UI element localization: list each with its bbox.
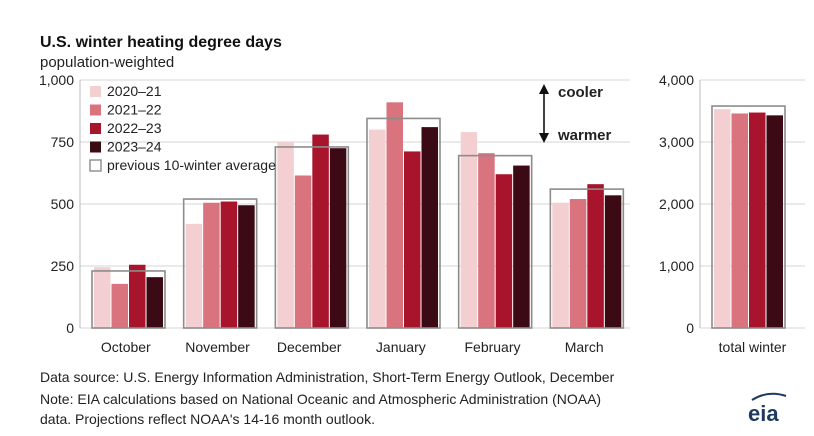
x-category-label: March	[565, 339, 604, 355]
legend-label-0: 2020–21	[107, 83, 162, 99]
legend-swatch-average	[89, 159, 102, 172]
bar-october-3	[146, 277, 163, 328]
bar-october-0	[94, 267, 111, 328]
bar-january-2	[404, 151, 421, 328]
average-box-total-winter	[711, 105, 786, 329]
bar-january-0	[369, 129, 386, 328]
legend-swatch-3	[90, 141, 101, 153]
left-bars	[91, 102, 625, 329]
x-category-label: November	[185, 339, 250, 355]
bar-march-0	[552, 202, 569, 328]
source-text: Data source: U.S. Energy Information Adm…	[40, 369, 615, 385]
bar-total-winter-2	[749, 112, 766, 328]
x-category-label: total winter	[719, 339, 787, 355]
left-y-ticks: 0 250 500 750 1,000	[39, 72, 74, 336]
right-y-ticks: 0 1,000 2,000 3,000 4,000	[659, 72, 694, 336]
bar-december-0	[277, 142, 294, 328]
y-tick-label: 250	[51, 258, 75, 274]
bar-january-1	[386, 102, 403, 328]
cooler-warmer-arrow	[539, 84, 549, 143]
bar-october-1	[111, 283, 128, 328]
x-category-label: December	[277, 339, 342, 355]
bar-november-2	[220, 201, 238, 328]
eia-logo: eia	[748, 392, 787, 426]
legend-swatch-2	[90, 123, 101, 134]
bar-october-2	[129, 264, 146, 328]
legend-label-1: 2021–22	[107, 102, 162, 118]
bar-february-2	[495, 174, 513, 328]
bar-november-3	[238, 205, 255, 328]
average-box-january	[366, 117, 441, 329]
x-category-label: October	[101, 339, 151, 355]
annotation-cooler: cooler	[558, 84, 603, 101]
legend-label-2: 2022–23	[107, 120, 162, 136]
chart-subtitle: population-weighted	[40, 54, 174, 71]
legend-swatch-1	[90, 104, 101, 116]
right-bars	[711, 105, 786, 329]
bar-march-1	[569, 199, 587, 328]
y-tick-label: 0	[66, 320, 74, 336]
bar-november-0	[185, 223, 203, 328]
bar-total-winter-0	[714, 109, 731, 328]
y-tick-label: 500	[51, 196, 75, 212]
y-tick-label: 2,000	[659, 196, 694, 212]
note-line-1: Note: EIA calculations based on National…	[40, 391, 601, 407]
bar-total-winter-1	[731, 113, 748, 328]
annotation-warmer: warmer	[557, 127, 612, 144]
average-box-february	[457, 154, 533, 329]
chart-title: U.S. winter heating degree days	[40, 34, 282, 51]
legend-label-3: 2023–24	[107, 139, 162, 155]
average-box-november	[182, 198, 258, 329]
bar-february-0	[460, 132, 478, 328]
y-tick-label: 1,000	[659, 258, 694, 274]
y-tick-label: 4,000	[659, 72, 694, 88]
left-gridlines	[79, 79, 630, 329]
legend: 2020–21 2021–22 2022–23 2023–24 previous 10-…	[89, 83, 276, 173]
average-box-october	[91, 270, 166, 329]
legend-label-average: previous 10-winter average	[107, 157, 276, 173]
bar-november-1	[203, 202, 220, 328]
left-x-labels: October November December January February Ma…	[101, 339, 604, 355]
bar-march-3	[604, 195, 622, 328]
y-tick-label: 0	[686, 320, 694, 336]
bar-february-1	[478, 153, 495, 328]
bar-january-3	[421, 127, 438, 329]
y-tick-label: 3,000	[659, 134, 694, 150]
bar-february-3	[513, 165, 530, 328]
y-tick-label: 1,000	[39, 72, 74, 88]
bar-december-2	[312, 134, 329, 328]
y-tick-label: 750	[51, 134, 75, 150]
x-category-label: February	[464, 339, 520, 355]
x-category-label: January	[376, 339, 426, 355]
eia-logo-text: eia	[748, 401, 779, 426]
bar-total-winter-3	[766, 115, 783, 328]
bar-march-2	[587, 184, 604, 328]
note-line-2: data. Projections reflect NOAA's 14-16 m…	[40, 411, 375, 427]
average-box-march	[549, 188, 625, 329]
average-box-december	[274, 146, 350, 329]
bar-december-3	[329, 148, 347, 328]
right-x-labels: total winter	[719, 339, 787, 355]
legend-swatch-0	[90, 86, 101, 97]
bar-december-1	[294, 175, 312, 328]
